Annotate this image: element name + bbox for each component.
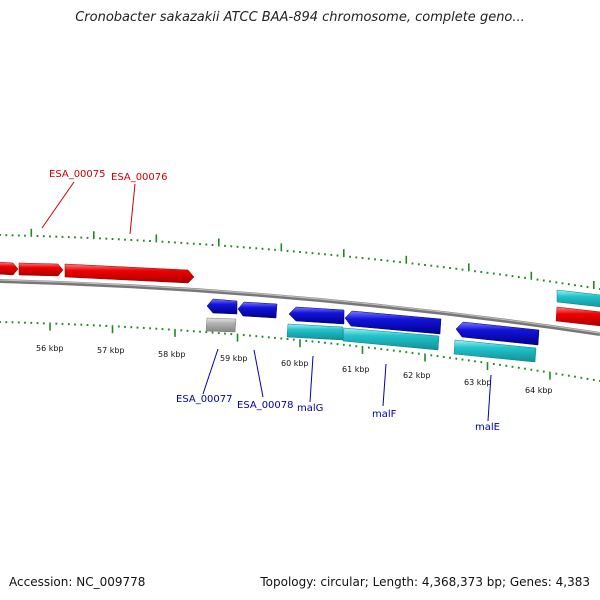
gene-malE[interactable] (455, 321, 540, 346)
accession-label: Accession: NC_009778 (9, 575, 146, 589)
gene-esa00075[interactable] (18, 262, 64, 277)
label-esa00076: ESA_00076 (111, 172, 168, 183)
cds-malF[interactable] (342, 327, 440, 351)
inner-scale-ticks (0, 321, 600, 382)
gene-esa00078[interactable] (237, 301, 278, 319)
scale-label-64: 64 kbp (525, 386, 553, 395)
gene-forward-1[interactable] (0, 261, 19, 276)
cds-malG[interactable] (286, 323, 344, 341)
cds-features[interactable] (205, 289, 600, 363)
label-malF: malF (372, 409, 397, 420)
label-malE: malE (475, 422, 500, 433)
cds-malE[interactable] (453, 339, 537, 363)
scale-label-63: 63 kbp (464, 378, 492, 387)
gene-esa00076[interactable] (64, 263, 195, 284)
gene-esa00077[interactable] (206, 298, 238, 315)
label-malG: malG (297, 403, 323, 414)
cds-feature-right[interactable] (556, 289, 600, 308)
scale-label-59: 59 kbp (220, 354, 248, 363)
scale-label-61: 61 kbp (342, 365, 370, 374)
chromosome-backbone (0, 279, 600, 336)
label-esa00077: ESA_00077 (176, 394, 233, 405)
forward-strand-genes[interactable] (0, 261, 600, 327)
label-leaders (41, 181, 492, 422)
chromosome-backbone-highlight (0, 279, 600, 334)
gene-malG[interactable] (288, 306, 345, 325)
topology-summary: Topology: circular; Length: 4,368,373 bp… (260, 575, 590, 589)
scale-label-57: 57 kbp (97, 346, 125, 355)
scale-label-60: 60 kbp (281, 359, 309, 368)
gene-forward-right[interactable] (555, 306, 600, 327)
map-title: Cronobacter sakazakii ATCC BAA-894 chrom… (75, 10, 525, 25)
scale-label-62: 62 kbp (403, 371, 431, 380)
gene-labels: ESA_00075 ESA_00076 ESA_00077 ESA_00078 … (49, 169, 500, 433)
reverse-strand-genes[interactable] (206, 298, 540, 346)
label-esa00078: ESA_00078 (237, 400, 294, 411)
scale-label-58: 58 kbp (158, 350, 186, 359)
scale-label-56: 56 kbp (36, 344, 64, 353)
outer-scale-ticks (0, 228, 600, 290)
scale-labels: 56 kbp 57 kbp 58 kbp 59 kbp 60 kbp 61 kb… (36, 344, 553, 395)
pseudo-feature-esa00077[interactable] (205, 317, 237, 333)
label-esa00075: ESA_00075 (49, 169, 106, 180)
gene-malF[interactable] (344, 310, 442, 335)
